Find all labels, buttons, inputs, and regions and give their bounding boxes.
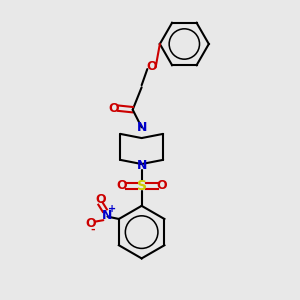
- Text: N: N: [136, 121, 147, 134]
- Text: O: O: [157, 179, 167, 192]
- Text: O: O: [116, 179, 127, 192]
- Text: O: O: [95, 193, 106, 206]
- Text: O: O: [146, 61, 157, 74]
- Text: N: N: [136, 159, 147, 172]
- Text: +: +: [108, 204, 116, 214]
- Text: O: O: [85, 217, 96, 230]
- Text: O: O: [109, 102, 119, 115]
- Text: S: S: [136, 179, 147, 193]
- Text: -: -: [90, 225, 94, 235]
- Text: N: N: [102, 208, 113, 222]
